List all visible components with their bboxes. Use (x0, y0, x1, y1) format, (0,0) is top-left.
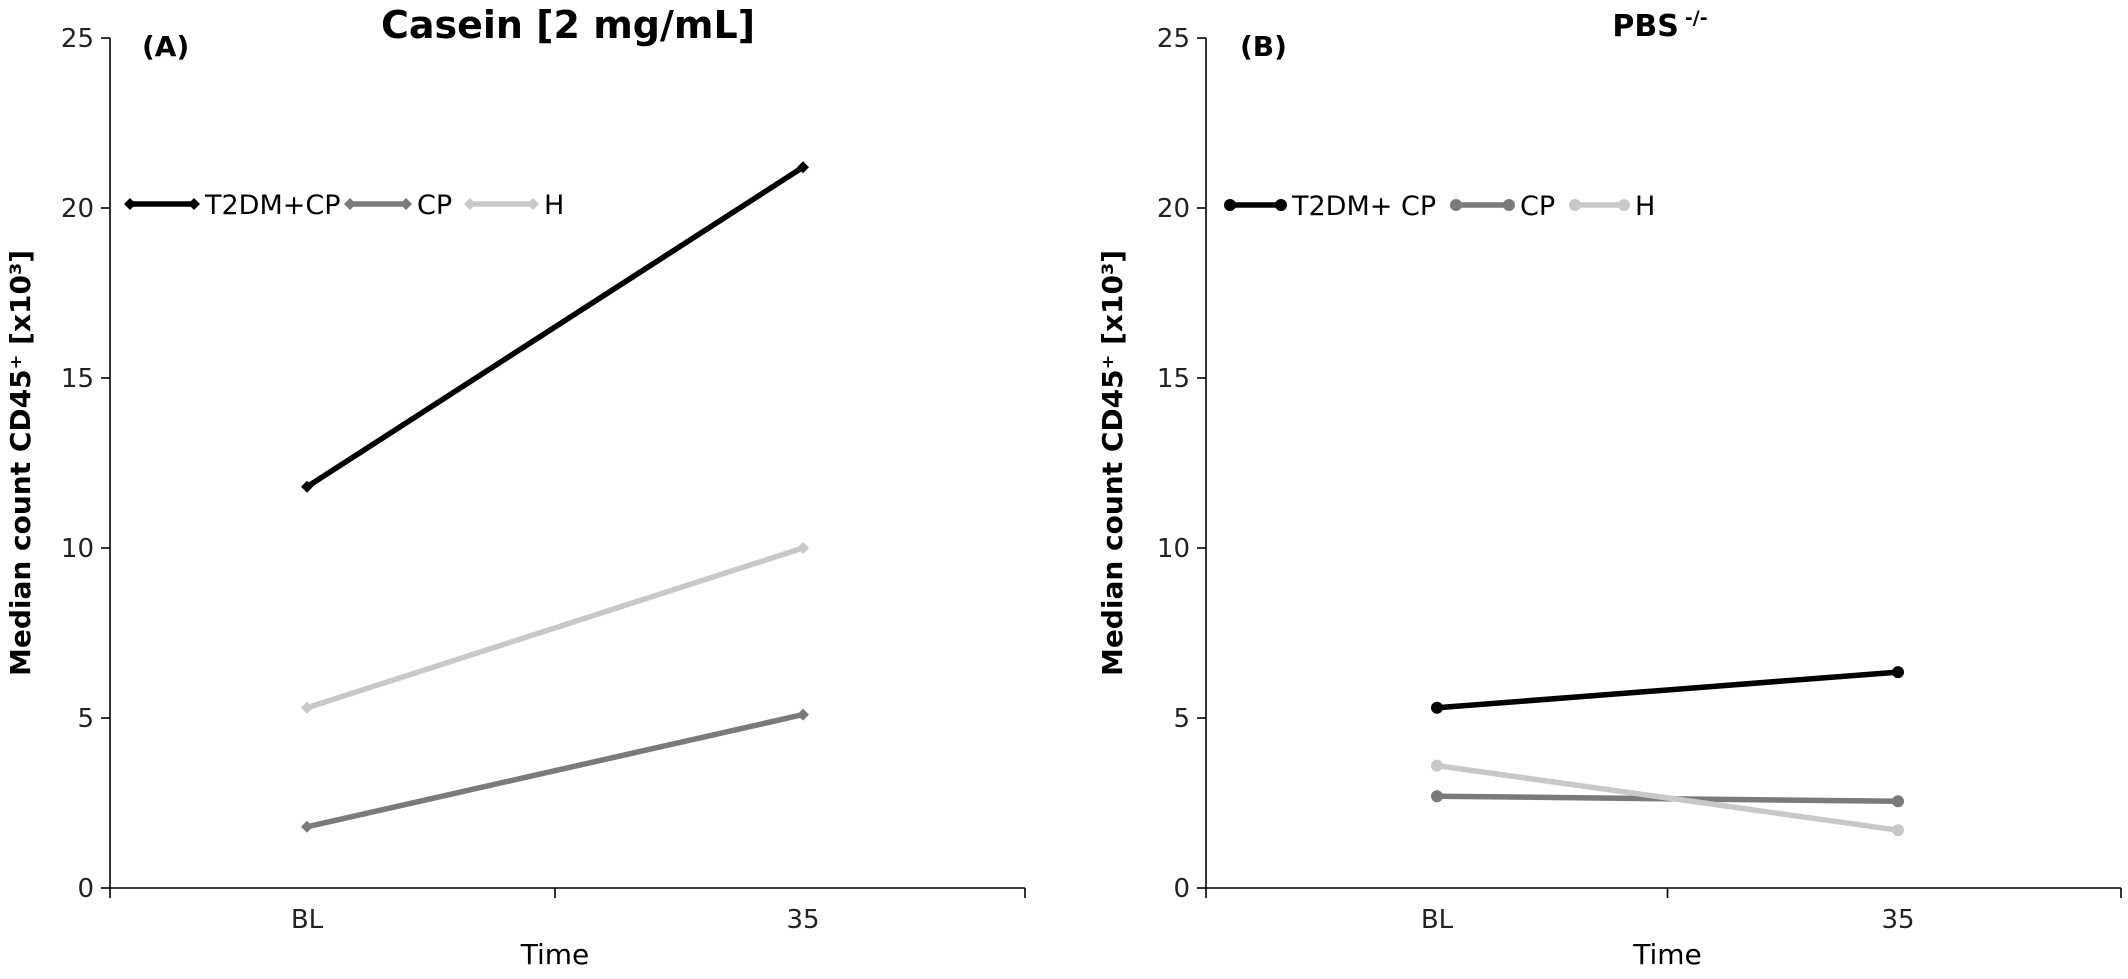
series-line (304, 164, 806, 490)
y-tick-label: 0 (1173, 874, 1190, 904)
series-0 (301, 161, 809, 493)
series-2 (301, 542, 809, 714)
legend-item: T2DM+ CP (1224, 191, 1436, 222)
legend-item: CP (1450, 191, 1555, 222)
legend-item: H (1569, 191, 1655, 222)
y-tick-label: 20 (1157, 194, 1190, 224)
legend-label: CP (417, 190, 452, 221)
x-axis-title: Time (1632, 938, 1702, 971)
data-point (301, 820, 313, 833)
y-tick-label: 20 (61, 194, 94, 224)
x-tick-label: BL (291, 905, 324, 935)
legend-marker (188, 198, 200, 210)
chart-title-main: PBS (1612, 9, 1678, 44)
legend-item: CP (344, 190, 452, 221)
legend-marker (344, 198, 356, 210)
y-tick-label: 10 (1157, 534, 1190, 564)
data-point (797, 708, 809, 721)
legend-item: T2DM+CP (124, 190, 341, 221)
legend-label: H (544, 190, 564, 221)
legend-marker (464, 198, 476, 210)
legend-marker (1450, 199, 1462, 211)
legend-marker (1275, 199, 1287, 211)
x-axis-title: Time (520, 938, 590, 971)
data-point (1431, 790, 1443, 803)
y-axis-title: Median count CD45⁺ [x10³] (1096, 250, 1129, 676)
series-line (1434, 669, 1901, 711)
data-point (797, 542, 809, 554)
data-point (301, 701, 313, 714)
y-tick-label: 15 (1157, 364, 1190, 394)
y-tick-label: 25 (61, 24, 94, 54)
y-tick-label: 25 (1157, 24, 1190, 54)
panel-label: (A) (142, 30, 189, 63)
data-point (1431, 701, 1443, 714)
legend-label: T2DM+ CP (1291, 191, 1436, 222)
legend-label: T2DM+CP (204, 190, 341, 221)
data-point (1892, 795, 1904, 808)
y-tick-label: 0 (77, 874, 94, 904)
legend-label: H (1635, 191, 1655, 222)
data-point (301, 480, 313, 493)
x-tick-label: 35 (786, 905, 819, 935)
series-1 (301, 708, 809, 833)
y-tick-label: 5 (1173, 704, 1190, 734)
series-0 (1431, 666, 1904, 714)
legend-marker (400, 198, 412, 210)
legend-marker (527, 198, 539, 210)
legend-marker (1618, 199, 1630, 211)
series-line (304, 545, 806, 711)
panel-label: (B) (1240, 30, 1287, 63)
data-point (1892, 824, 1904, 837)
y-tick-label: 5 (77, 704, 94, 734)
legend-marker (1224, 199, 1236, 211)
data-point (1892, 666, 1904, 679)
legend-item: H (464, 190, 564, 221)
panel-a: 0 5 10 15 20 25 BL 35 Time Median count CD45⁺ [x1… (4, 3, 1026, 971)
series-2 (1431, 759, 1904, 837)
series-line (304, 711, 806, 830)
chart-title-superscript: -/- (1685, 7, 1708, 29)
panel-b: 0 5 10 15 20 25 BL 35 Time Median count CD45⁺ [x1… (1096, 7, 2122, 971)
legend-label: CP (1520, 191, 1555, 222)
data-point (797, 161, 809, 174)
legend-marker (1569, 199, 1581, 211)
legend-marker (1503, 199, 1515, 211)
data-point (1431, 759, 1443, 772)
x-tick-label: 35 (1881, 905, 1914, 935)
chart-title-main: Casein [2 mg/mL] (381, 3, 755, 47)
y-tick-label: 15 (61, 364, 94, 394)
series-line (1434, 762, 1901, 833)
y-axis-title: Median count CD45⁺ [x10³] (4, 250, 37, 676)
chart-title: Casein [2 mg/mL] (381, 3, 755, 47)
chart-title: PBS -/- (1612, 7, 1707, 44)
y-tick-label: 10 (61, 534, 94, 564)
x-tick-label: BL (1421, 905, 1454, 935)
legend-marker (124, 198, 136, 210)
